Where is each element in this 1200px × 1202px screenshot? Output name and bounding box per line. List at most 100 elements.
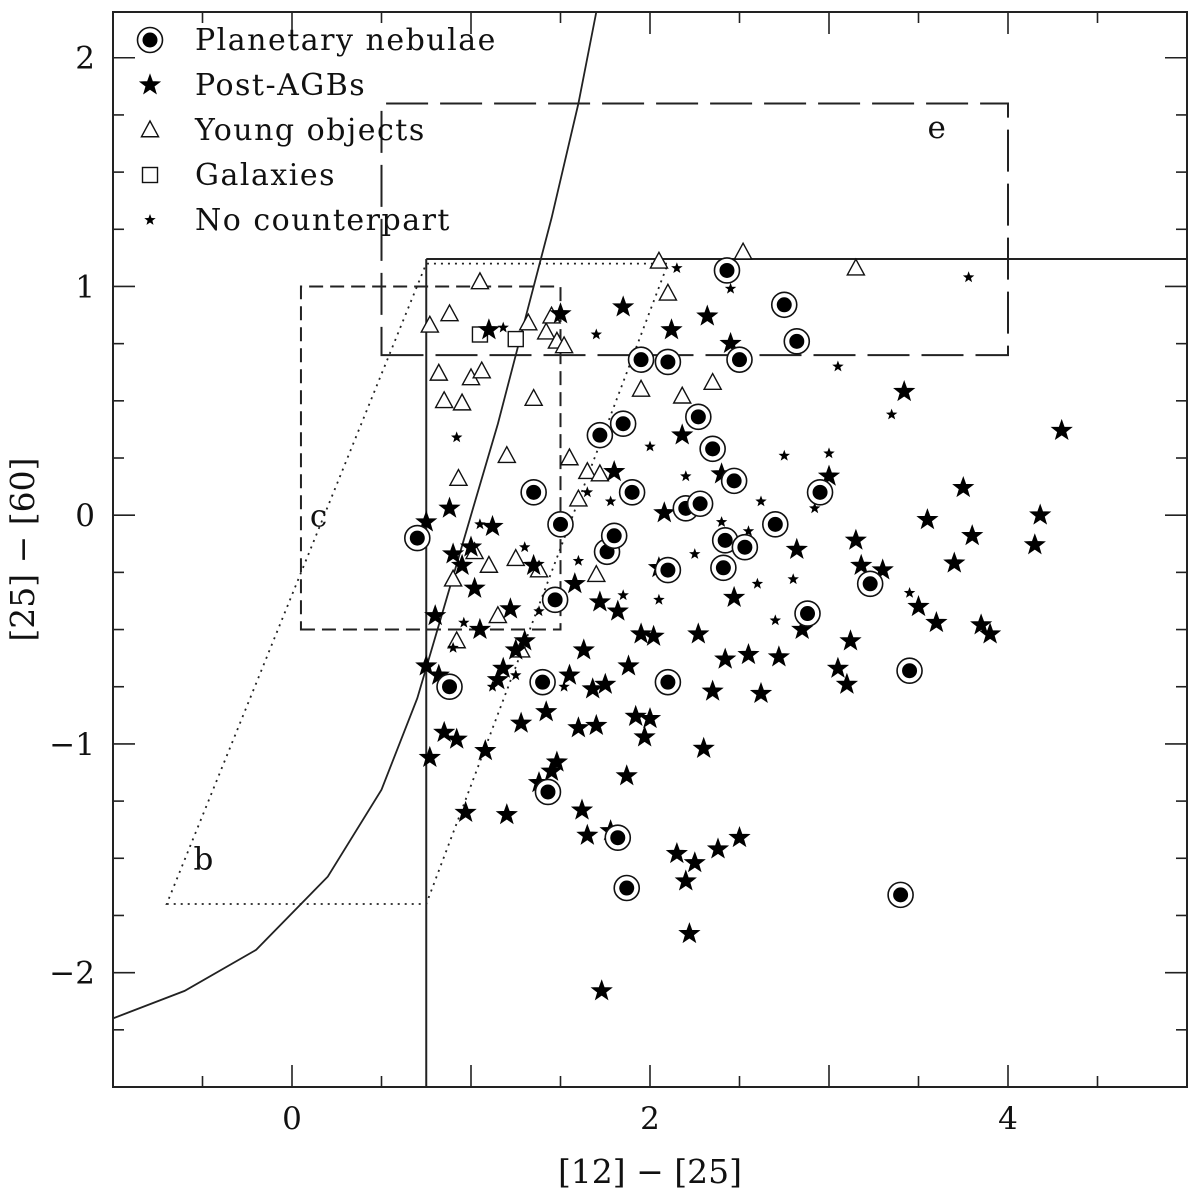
data-point [567,716,590,738]
data-point [617,654,640,676]
marker-dot [902,663,918,679]
marker-dot [540,784,556,800]
data-point [585,713,608,736]
data-point [696,304,719,326]
data-point [715,516,728,527]
data-point [459,535,483,557]
data-point [506,548,526,567]
data-point [1023,533,1046,555]
marker-dot [606,528,622,544]
data-point [713,257,741,284]
data-point [507,330,524,348]
data-point [903,587,916,598]
data-point [613,874,641,902]
data-point [726,346,753,373]
data-point [615,764,638,786]
data-point [481,514,504,537]
data-point [978,622,1002,644]
data-point [809,502,821,514]
region-b-label: b [194,842,214,878]
data-point [686,490,714,518]
data-point [510,669,522,681]
data-point [731,533,759,561]
data-point [563,572,586,594]
data-point [631,378,651,397]
data-point [554,335,574,354]
marker-dot [409,530,425,546]
data-point [887,881,914,909]
data-point [689,548,701,559]
data-point [415,510,438,532]
data-point [701,679,724,701]
data-point [497,321,509,333]
region-e-boundary [380,102,1009,357]
data-point [504,638,527,660]
data-point [513,629,536,651]
series-young-objects [420,241,866,658]
data-point [450,553,474,575]
data-points [403,241,1073,1001]
data-point [568,488,589,507]
data-point [497,445,517,464]
data-point [534,778,562,806]
marker-dot [660,354,676,370]
series-post-agbs [415,295,1073,1001]
series-planetary-nebulae [403,257,923,909]
data-point [1050,418,1073,441]
data-point [683,851,706,873]
data-point [770,291,798,319]
marker-dot [547,592,563,608]
legend-marker [140,119,160,138]
data-point [541,586,569,614]
marker-dot [660,674,676,690]
marker-dot [893,887,909,903]
data-point [896,657,923,685]
data-point [535,700,558,722]
data-point [420,314,440,333]
data-point [943,551,966,573]
legend-item: No counterpart [144,203,450,238]
data-point [609,410,637,438]
data-point [749,681,773,704]
data-point [618,479,646,506]
data-point [477,318,501,340]
legend-marker [144,214,156,225]
data-point [817,464,841,486]
data-point [767,645,791,667]
legend-label: Post-AGBs [195,68,366,103]
data-point [885,408,898,420]
data-point [549,302,572,324]
legend-label: Planetary nebulae [195,23,497,58]
data-point [458,616,470,628]
data-point [522,553,545,575]
data-point [499,597,522,619]
data-point [429,362,449,381]
data-point [702,372,723,390]
marker-dot [732,352,747,368]
data-point [488,605,508,624]
data-point [479,555,499,573]
data-point [653,501,676,523]
marker-dot [717,532,733,548]
marker-dot [619,880,635,896]
data-point [558,663,581,685]
marker-dot [789,333,805,349]
data-point [961,524,984,546]
tick-labels: 0 2 4 −2 −1 0 1 2 [49,41,1018,1137]
data-point [714,647,737,669]
data-point [586,421,614,449]
data-point [604,824,632,851]
data-point [672,385,692,404]
legend-item: Young objects [140,113,424,148]
data-point [720,467,748,495]
data-point [612,295,635,317]
data-point [577,461,598,480]
data-point [600,522,628,550]
data-point [403,524,431,552]
data-point [952,476,975,498]
data-point [439,303,460,322]
data-point [699,435,726,463]
data-point [832,360,844,372]
data-point [438,496,461,518]
data-point [850,553,873,575]
